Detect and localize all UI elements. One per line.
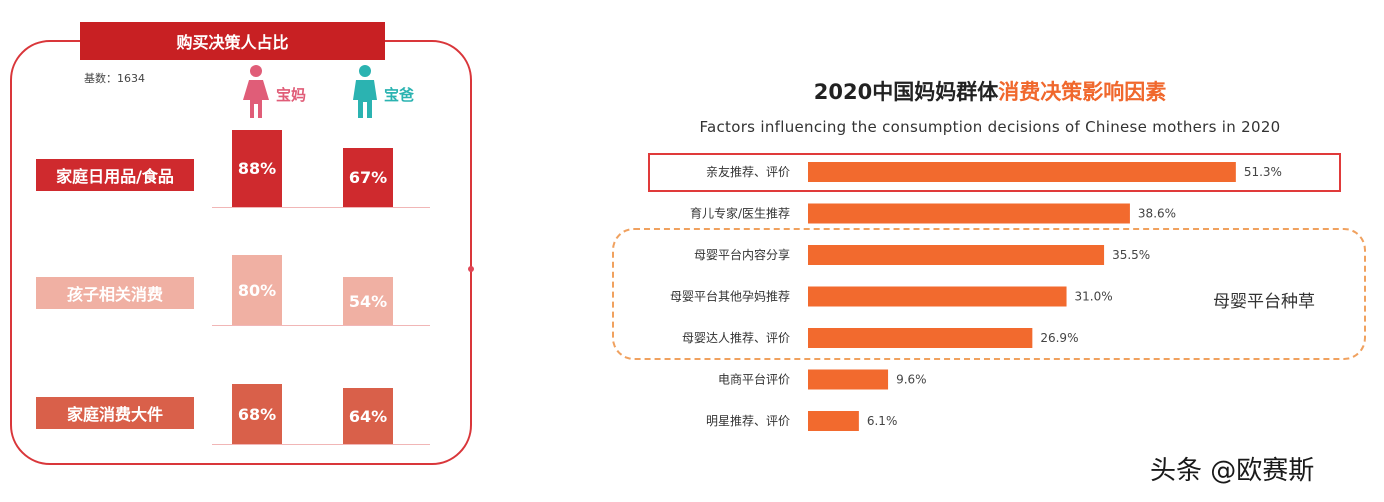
baseline [212,207,430,208]
bar-mom-daily-goods: 88% [232,130,282,207]
left-panel-title: 购买决策人占比 [80,22,385,60]
value-label: 9.6% [896,373,927,387]
group-dashed-box [612,228,1366,360]
female-person-icon [243,65,269,118]
highlight-box [648,153,1341,192]
right-chart-subtitle: Factors influencing the consumption deci… [699,118,1281,136]
value-label: 38.6% [1138,207,1176,221]
base-count-label: 基数：1634 [84,72,145,85]
title-prefix: 2020中国妈妈群体 [813,80,999,104]
factor-bar [808,203,1130,224]
group-label: 母婴平台种草 [1213,292,1315,312]
category-label: 电商平台评价 [718,372,790,387]
category-label: 明星推荐、评价 [706,414,790,428]
factor-bar [808,162,1236,182]
baseline [212,444,430,445]
watermark-text: 头条 @欧赛斯 [1150,456,1315,486]
bar-mom-kids-spending: 80% [232,255,282,325]
right-chart-title: 2020中国妈妈群体消费决策影响因素 [640,76,1340,106]
category-label: 母婴平台其他孕妈推荐 [670,289,790,304]
value-label: 51.3% [1244,165,1282,179]
bar-dad-big-ticket: 64% [343,388,393,444]
bar-dad-daily-goods: 67% [343,148,393,207]
title-highlight: 消费决策影响因素 [998,80,1167,104]
category-label-daily-goods: 家庭日用品/食品 [36,159,194,191]
category-label: 育儿专家/医生推荐 [690,206,790,221]
category-label: 母婴平台内容分享 [694,247,790,262]
value-label: 6.1% [867,414,898,428]
factor-bar [808,369,889,390]
factor-bar [808,411,859,431]
divider-dot [468,266,474,272]
legend-mom-label: 宝妈 [276,86,307,104]
factor-bar [808,328,1033,348]
category-label-kids-spending: 孩子相关消费 [36,277,194,309]
baseline [212,325,430,326]
bar-mom-big-ticket: 68% [232,384,282,444]
category-label-big-ticket: 家庭消费大件 [36,397,194,429]
legend-dad-label: 宝爸 [384,86,415,104]
category-label: 母婴达人推荐、评价 [682,331,790,345]
bar-dad-kids-spending: 54% [343,277,393,325]
male-person-icon [353,65,377,118]
factor-bar [808,286,1067,307]
value-label: 35.5% [1112,248,1150,262]
factor-bar [808,245,1105,265]
value-label: 31.0% [1075,290,1113,304]
value-label: 26.9% [1040,331,1078,345]
category-label: 亲友推荐、评价 [706,165,790,179]
